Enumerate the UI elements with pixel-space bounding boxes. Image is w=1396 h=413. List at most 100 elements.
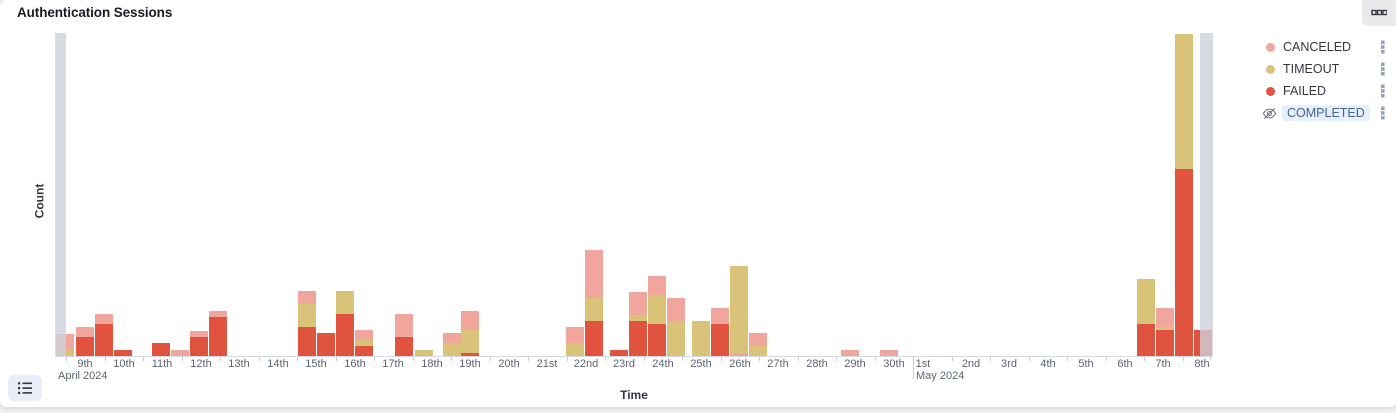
bar-segment[interactable]	[566, 343, 584, 356]
axis-tick	[66, 357, 67, 361]
bar-segment[interactable]	[1156, 308, 1174, 327]
bar-segment[interactable]	[730, 266, 748, 353]
bar-segment[interactable]	[585, 321, 603, 356]
legend-item-completed[interactable]: COMPLETED	[1254, 102, 1394, 124]
axis-tick-label: 5th	[1078, 358, 1094, 370]
axis-tick-label: 21st	[536, 358, 558, 370]
bar-segment[interactable]	[841, 350, 859, 356]
bar-segment[interactable]	[152, 343, 170, 356]
legend: CANCELED TIMEOUT FAILED COMPLETED	[1254, 36, 1394, 124]
bar-segment[interactable]	[629, 315, 647, 321]
partial-bucket-bar	[55, 33, 66, 357]
bar-segment[interactable]	[415, 350, 433, 356]
bar-segment[interactable]	[610, 350, 628, 356]
bar-segment[interactable]	[585, 298, 603, 321]
bar-segment[interactable]	[95, 324, 113, 356]
bar-segment[interactable]	[443, 333, 461, 343]
bar-segment[interactable]	[749, 346, 767, 356]
legend-label: TIMEOUT	[1283, 62, 1340, 76]
bar-segment[interactable]	[711, 324, 729, 356]
legend-item-failed[interactable]: FAILED	[1254, 80, 1394, 102]
axis-tick	[1106, 357, 1107, 361]
bar-segment[interactable]	[730, 353, 748, 356]
bar-segment[interactable]	[317, 333, 335, 356]
panel-options-button[interactable]	[1362, 0, 1396, 26]
bar-segment[interactable]	[648, 295, 666, 324]
axis-tick-label: 19th	[459, 358, 481, 370]
bar-segment[interactable]	[1137, 279, 1155, 324]
bar-segment[interactable]	[76, 327, 94, 337]
axis-month-label: April 2024	[58, 370, 108, 382]
axis-tick	[105, 357, 106, 361]
bar-segment[interactable]	[95, 314, 113, 324]
bar-segment[interactable]	[190, 337, 208, 356]
bar-segment[interactable]	[190, 331, 208, 337]
bar-segment[interactable]	[298, 304, 316, 327]
bar-segment[interactable]	[461, 311, 479, 330]
bar-segment[interactable]	[566, 327, 584, 343]
legend-item-canceled[interactable]: CANCELED	[1254, 36, 1394, 58]
legend-label: FAILED	[1283, 84, 1327, 98]
bar-segment[interactable]	[629, 292, 647, 315]
legend-item-timeout[interactable]: TIMEOUT	[1254, 58, 1394, 80]
bar-segment[interactable]	[1137, 324, 1155, 356]
bar-segment[interactable]	[114, 350, 132, 356]
bar-segment[interactable]	[667, 298, 685, 321]
axis-tick-label: 6th	[1117, 358, 1133, 370]
axis-tick	[182, 357, 183, 361]
bar-segment[interactable]	[749, 333, 767, 346]
bar-segment[interactable]	[692, 321, 710, 356]
legend-toggle-button[interactable]	[8, 375, 42, 401]
axis-tick	[490, 357, 491, 361]
bar-segment[interactable]	[336, 314, 354, 356]
axis-tick	[836, 357, 837, 361]
bar-segment[interactable]	[1156, 327, 1174, 330]
legend-actions-button[interactable]	[1376, 60, 1390, 78]
axis-tick	[798, 357, 799, 361]
x-axis-line	[55, 356, 1213, 357]
bar-segment[interactable]	[336, 291, 354, 314]
axis-tick-label: 7th	[1155, 358, 1171, 370]
bar-segment[interactable]	[298, 327, 316, 356]
bar-segment[interactable]	[209, 317, 227, 356]
bar-segment[interactable]	[355, 346, 373, 356]
bar-segment[interactable]	[629, 321, 647, 356]
legend-color-dot	[1266, 64, 1275, 74]
bar-segment[interactable]	[461, 330, 479, 353]
bar-segment[interactable]	[76, 337, 94, 356]
bar-segment[interactable]	[443, 343, 461, 356]
axis-tick-label: 12th	[190, 358, 212, 370]
legend-actions-button[interactable]	[1376, 82, 1390, 100]
bar-segment[interactable]	[355, 330, 373, 340]
bar-segment[interactable]	[1175, 34, 1193, 169]
bar-segment[interactable]	[711, 308, 729, 324]
bar-segment[interactable]	[395, 337, 413, 356]
bar-segment[interactable]	[880, 350, 898, 356]
bar-segment[interactable]	[355, 340, 373, 346]
bar-segment[interactable]	[1156, 330, 1174, 356]
eye-slash-icon	[1262, 106, 1277, 121]
axis-tick	[259, 357, 260, 361]
legend-label: CANCELED	[1283, 40, 1352, 54]
axis-month-label: May 2024	[916, 370, 965, 382]
y-axis-title: Count	[32, 183, 47, 219]
axis-tick	[374, 357, 375, 361]
legend-actions-button[interactable]	[1376, 104, 1390, 122]
legend-actions-button[interactable]	[1376, 38, 1390, 56]
bar-segment[interactable]	[461, 353, 479, 356]
axis-tick	[990, 357, 991, 361]
bar-segment[interactable]	[585, 250, 603, 298]
axis-tick-label: 30th	[883, 358, 905, 370]
bar-segment[interactable]	[298, 291, 316, 304]
axis-tick-label: 29th	[844, 358, 866, 370]
bar-segment[interactable]	[209, 311, 227, 317]
axis-tick-label: 1st	[915, 358, 931, 370]
bar-segment[interactable]	[395, 314, 413, 337]
bar-segment[interactable]	[667, 321, 685, 356]
bar-segment[interactable]	[1175, 169, 1193, 356]
bar-segment[interactable]	[648, 276, 666, 295]
bar-segment[interactable]	[171, 350, 189, 356]
legend-label: COMPLETED	[1282, 105, 1370, 121]
axis-tick	[1144, 357, 1145, 361]
bar-segment[interactable]	[648, 324, 666, 356]
